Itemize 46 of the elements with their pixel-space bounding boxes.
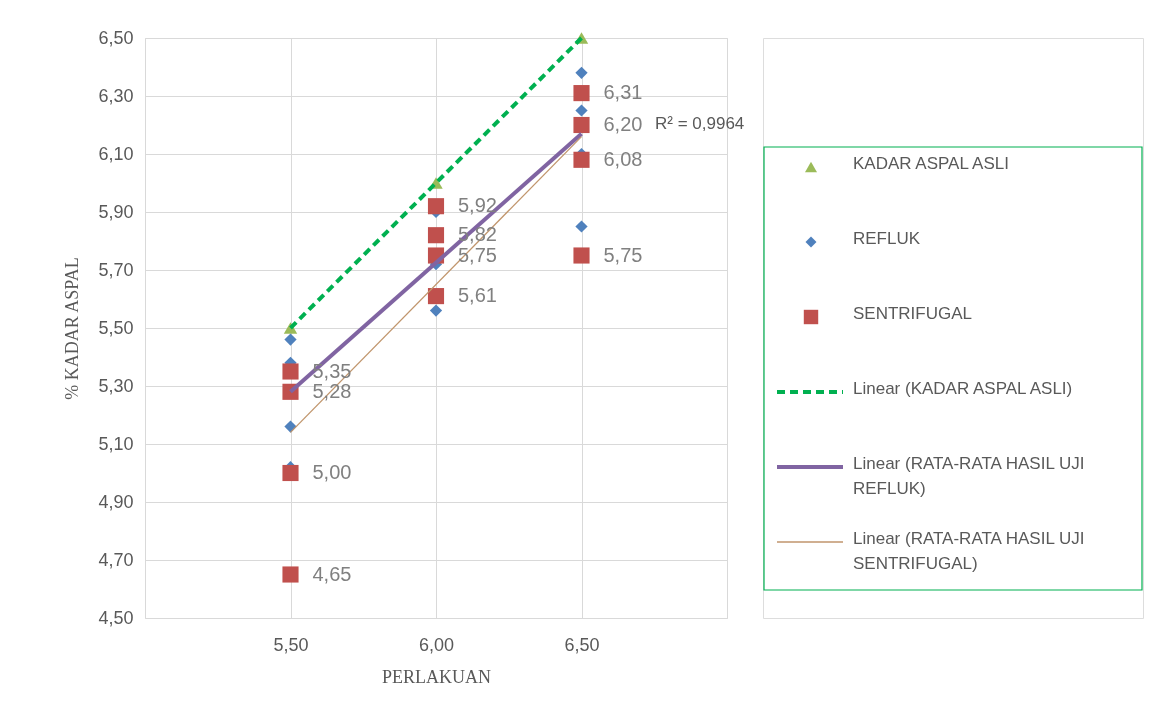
point <box>573 151 590 168</box>
point <box>282 566 299 583</box>
y-axis-title: % KADAR ASPAL <box>62 257 83 400</box>
data-label: 5,00 <box>312 461 352 483</box>
point <box>284 333 297 346</box>
x-axis-title: PERLAKUAN <box>381 666 492 687</box>
point <box>427 288 445 305</box>
legend-label: Linear (RATA-RATA HASIL UJI SENTRIFUGAL) <box>853 529 1085 573</box>
x-tick-label: 6,00 <box>418 634 455 655</box>
y-tick-label: 5,30 <box>98 375 134 396</box>
point <box>575 220 588 233</box>
y-tick-label: 4,90 <box>98 491 134 512</box>
legend-label: Linear (RATA-RATA HASIL UJI REFLUK) <box>853 454 1085 498</box>
data-label: 5,75 <box>603 243 643 266</box>
y-tick-label: 6,50 <box>98 27 134 48</box>
data-label: 4,65 <box>312 562 352 585</box>
data-label: 5,61 <box>458 284 497 307</box>
data-label: 6,20 <box>603 113 643 135</box>
data-label: 6,31 <box>603 81 643 104</box>
data-label: 6,08 <box>603 147 643 170</box>
point <box>427 198 445 215</box>
point <box>429 304 443 317</box>
point <box>573 85 590 102</box>
annotation: R² = 0,9964 <box>655 114 745 133</box>
point <box>575 66 588 79</box>
point <box>575 104 588 117</box>
y-tick-label: 5,50 <box>98 317 134 338</box>
legend-label: REFLUK <box>853 229 921 248</box>
point <box>282 464 299 482</box>
point <box>573 247 590 264</box>
y-tick-label: 5,10 <box>98 433 134 454</box>
point <box>573 116 590 134</box>
y-tick-label: 5,90 <box>98 201 134 222</box>
y-tick-label: 4,50 <box>98 607 134 628</box>
x-tick-label: 5,50 <box>273 634 309 655</box>
legend-label: SENTRIFUGAL <box>853 304 973 323</box>
y-tick-label: 6,10 <box>98 143 134 164</box>
legend-label: KADAR ASPAL ASLI <box>853 154 1009 173</box>
legend-label: Linear (KADAR ASPAL ASLI) <box>853 379 1073 398</box>
y-tick-label: 5,70 <box>98 259 134 280</box>
data-label: 5,92 <box>458 194 497 217</box>
point <box>282 363 299 380</box>
y-tick-label: 4,70 <box>98 549 134 570</box>
y-tick-label: 6,30 <box>98 85 134 106</box>
point <box>427 227 445 244</box>
x-tick-label: 6,50 <box>564 634 600 655</box>
